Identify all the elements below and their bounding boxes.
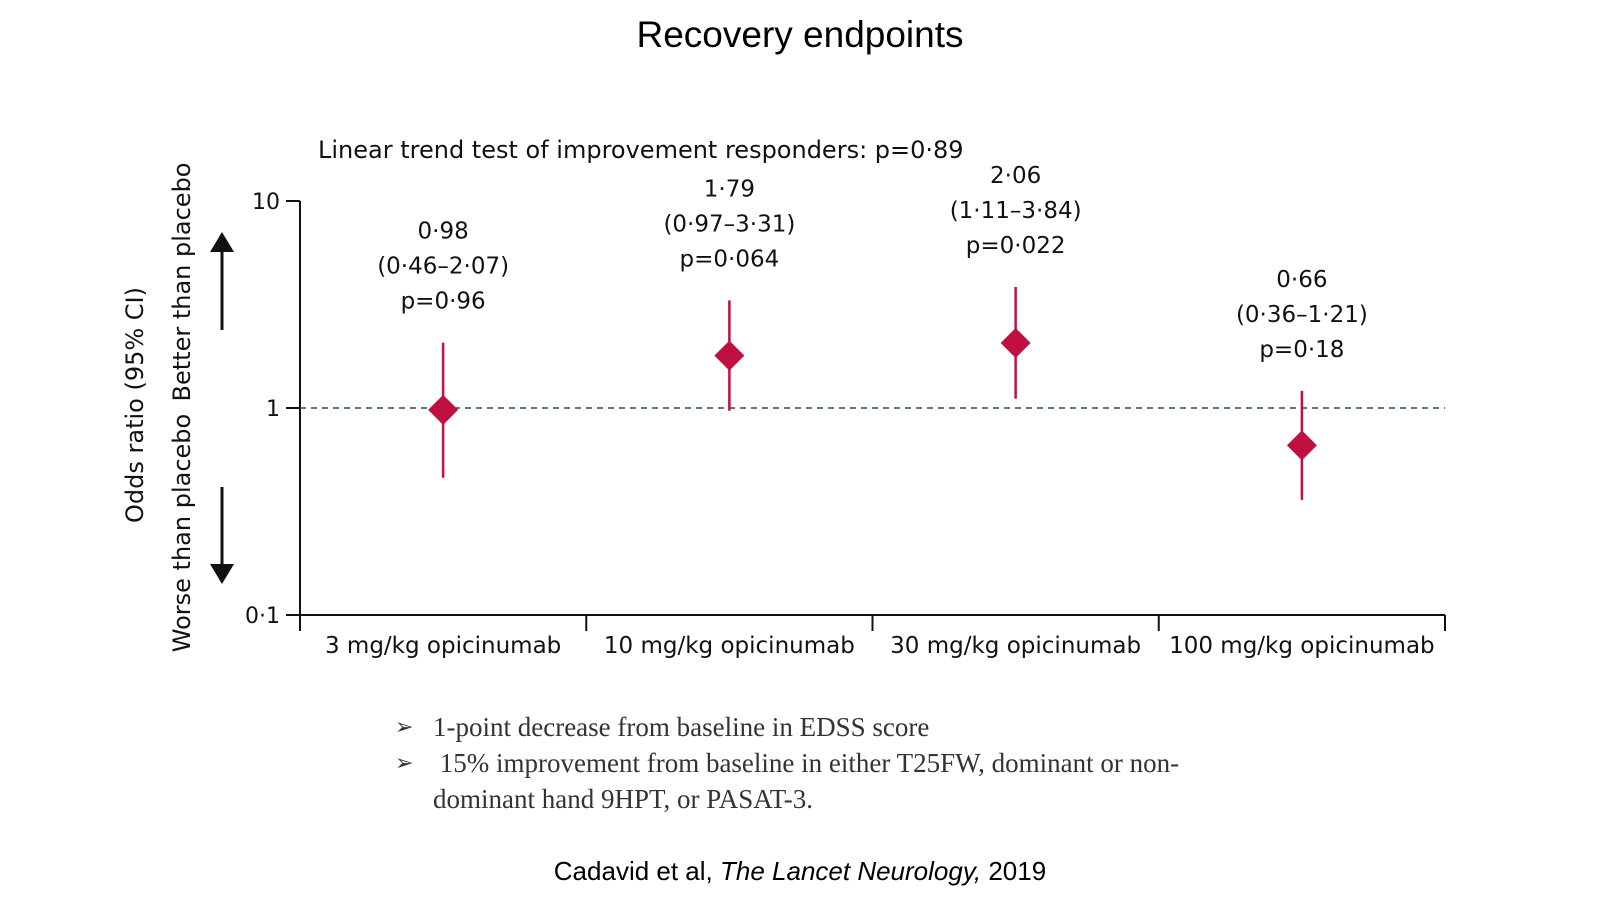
x-tick-label: 10 mg/kg opicinumab xyxy=(604,633,855,659)
citation-authors: Cadavid et al, xyxy=(553,856,720,886)
ci-label: (1·11–3·84) xyxy=(950,198,1082,224)
p-value-label: p=0·064 xyxy=(680,246,780,272)
slide-title: Recovery endpoints xyxy=(636,14,964,55)
y-label-worse: Worse than placebo xyxy=(168,414,196,652)
down-arrow-icon xyxy=(210,564,234,584)
odds-ratio-marker xyxy=(428,394,459,425)
p-value-label: p=0·96 xyxy=(401,289,486,315)
or-label: 0·66 xyxy=(1276,267,1327,293)
or-label: 2·06 xyxy=(990,163,1041,189)
citation-year: 2019 xyxy=(981,856,1047,886)
y-tick-label: 1 xyxy=(266,397,280,422)
or-label: 1·79 xyxy=(704,176,755,202)
ci-label: (0·46–2·07) xyxy=(377,254,509,280)
odds-ratio-marker xyxy=(714,340,745,371)
y-axis-title: Odds ratio (95% CI) xyxy=(121,287,149,523)
arrow-bullet-icon: ➢ xyxy=(395,714,414,739)
p-value-label: p=0·022 xyxy=(966,233,1066,259)
forest-plot: Linear trend test of improvement respond… xyxy=(121,136,1446,659)
x-tick-label: 3 mg/kg opicinumab xyxy=(325,633,561,659)
x-tick-label: 30 mg/kg opicinumab xyxy=(890,633,1141,659)
ci-label: (0·36–1·21) xyxy=(1236,302,1368,328)
citation: Cadavid et al, The Lancet Neurology, 201… xyxy=(0,856,1600,887)
odds-ratio-marker xyxy=(1286,430,1317,461)
y-label-better: Better than placebo xyxy=(168,163,196,402)
x-tick-label: 100 mg/kg opicinumab xyxy=(1169,633,1435,659)
arrow-bullet-icon: ➢ xyxy=(395,750,414,775)
chart-subtitle: Linear trend test of improvement respond… xyxy=(318,136,964,164)
y-tick-label: 10 xyxy=(252,190,280,215)
bullet-text: 1-point decrease from baseline in EDSS s… xyxy=(433,712,930,742)
up-arrow-icon xyxy=(210,232,234,252)
citation-journal: The Lancet Neurology, xyxy=(720,856,982,886)
bullet-text: 15% improvement from baseline in either … xyxy=(433,748,1180,814)
y-tick-label: 0·1 xyxy=(245,604,280,629)
bullet-item: ➢ 1-point decrease from baseline in EDSS… xyxy=(395,709,1195,745)
ci-label: (0·97–3·31) xyxy=(663,211,795,237)
p-value-label: p=0·18 xyxy=(1259,337,1344,363)
bullet-list: ➢ 1-point decrease from baseline in EDSS… xyxy=(395,709,1195,817)
odds-ratio-marker xyxy=(1000,328,1031,359)
bullet-item: ➢ 15% improvement from baseline in eithe… xyxy=(395,745,1195,817)
or-label: 0·98 xyxy=(418,219,469,245)
